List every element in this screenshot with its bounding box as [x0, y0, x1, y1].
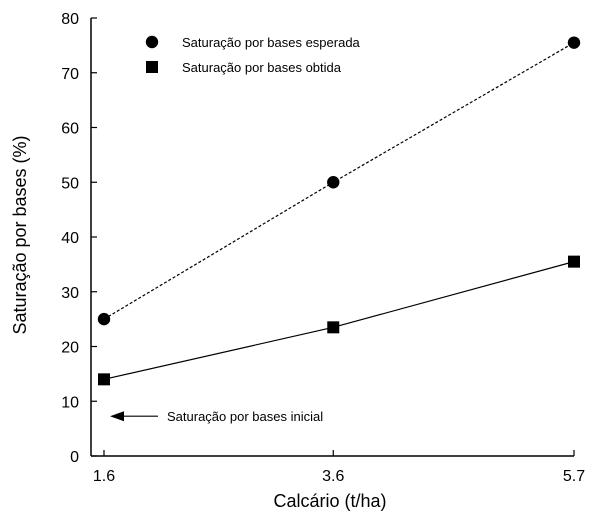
legend: Saturação por bases esperada Saturação po… [145, 35, 361, 75]
series-line [103, 261, 575, 380]
x-axis-title: Calcário (t/ha) [273, 491, 386, 511]
x-tick-label: 1.6 [93, 468, 115, 485]
x-tick-label: 5.7 [563, 468, 585, 485]
axes: 0 10 20 30 40 50 60 70 80 1.6 3.6 5.7 [61, 11, 585, 485]
y-tick-label: 10 [61, 394, 79, 411]
y-tick-label: 20 [61, 340, 79, 357]
legend-label: Saturação por bases obtida [182, 60, 342, 75]
annotations: Saturação por bases inicial [110, 409, 323, 424]
y-tick-label: 70 [61, 66, 79, 83]
legend-marker [146, 61, 158, 73]
y-tick-label: 40 [61, 230, 79, 247]
legend-marker [145, 35, 159, 49]
y-tick-label: 80 [61, 11, 79, 28]
y-tick-label: 30 [61, 285, 79, 302]
data-point [327, 176, 340, 189]
y-tick-label: 50 [61, 175, 79, 192]
x-tick-label: 3.6 [322, 468, 344, 485]
series-obtida [98, 255, 580, 386]
data-point [568, 255, 580, 268]
legend-label: Saturação por bases esperada [182, 35, 361, 50]
data-point [97, 312, 111, 326]
data-point [327, 321, 340, 334]
y-tick-label: 60 [61, 121, 79, 138]
data-point [98, 373, 110, 386]
series-layer [97, 36, 581, 386]
annotation-arrow-head [110, 411, 124, 422]
annotation: Saturação por bases inicial [110, 409, 323, 424]
y-tick-label: 0 [70, 449, 79, 466]
y-axis-title: Saturação por bases (%) [10, 135, 30, 334]
series-esperada [97, 36, 581, 326]
annotation-label: Saturação por bases inicial [167, 409, 323, 424]
data-point [567, 36, 581, 49]
